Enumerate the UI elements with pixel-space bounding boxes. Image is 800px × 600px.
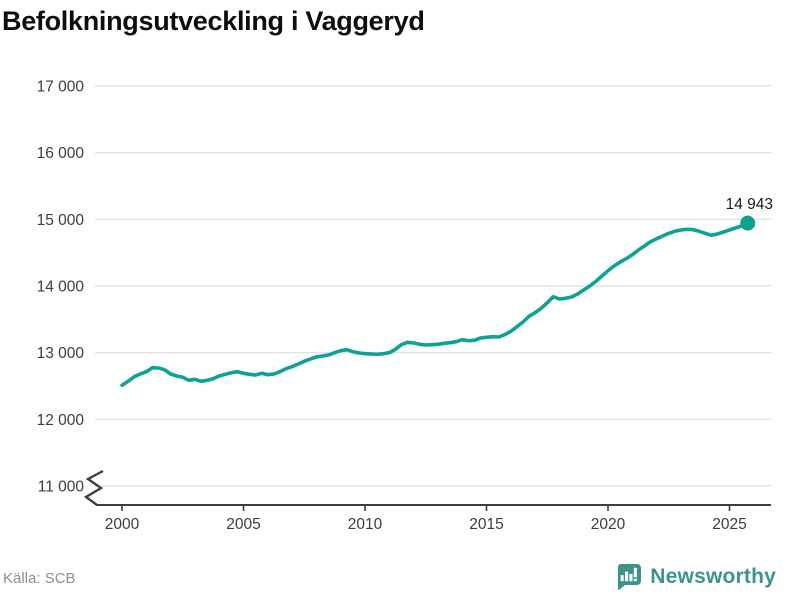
- bar-tall-icon: [625, 571, 629, 582]
- source-label: Källa: SCB: [3, 570, 76, 587]
- bar-medium-icon: [629, 574, 633, 582]
- end-value-label: 14 943: [726, 196, 773, 213]
- y-axis-tick-label: 12 000: [37, 412, 85, 429]
- y-axis-tick-label: 15 000: [37, 212, 85, 229]
- x-axis-tick-label: 2020: [591, 516, 626, 533]
- x-axis-tick-label: 2005: [226, 516, 260, 533]
- end-point-dot: [740, 215, 756, 231]
- y-axis-tick-label: 16 000: [37, 145, 85, 162]
- page-title: Befolkningsutveckling i Vaggeryd: [2, 6, 425, 36]
- x-axis-tick-label: 2010: [348, 516, 383, 533]
- population-line: [120, 221, 750, 388]
- y-axis-tick-label: 13 000: [37, 345, 85, 362]
- x-axis-tick-label: 2025: [712, 516, 746, 533]
- exclamation-bar-icon: [634, 567, 638, 578]
- newsworthy-icon: [618, 564, 642, 590]
- newsworthy-logo: Newsworthy: [615, 563, 776, 590]
- axis-break-icon: [83, 469, 104, 506]
- bar-small-icon: [620, 575, 624, 582]
- exclamation-dot-icon: [634, 578, 638, 582]
- x-axis-tick-label: 2000: [105, 516, 140, 533]
- x-axis-tick-label: 2015: [469, 516, 503, 533]
- y-axis-tick-label: 14 000: [37, 279, 85, 296]
- y-axis-tick-label: 11 000: [38, 479, 85, 496]
- newsworthy-wordmark: Newsworthy: [650, 564, 776, 588]
- y-axis-tick-label: 17 000: [37, 79, 85, 96]
